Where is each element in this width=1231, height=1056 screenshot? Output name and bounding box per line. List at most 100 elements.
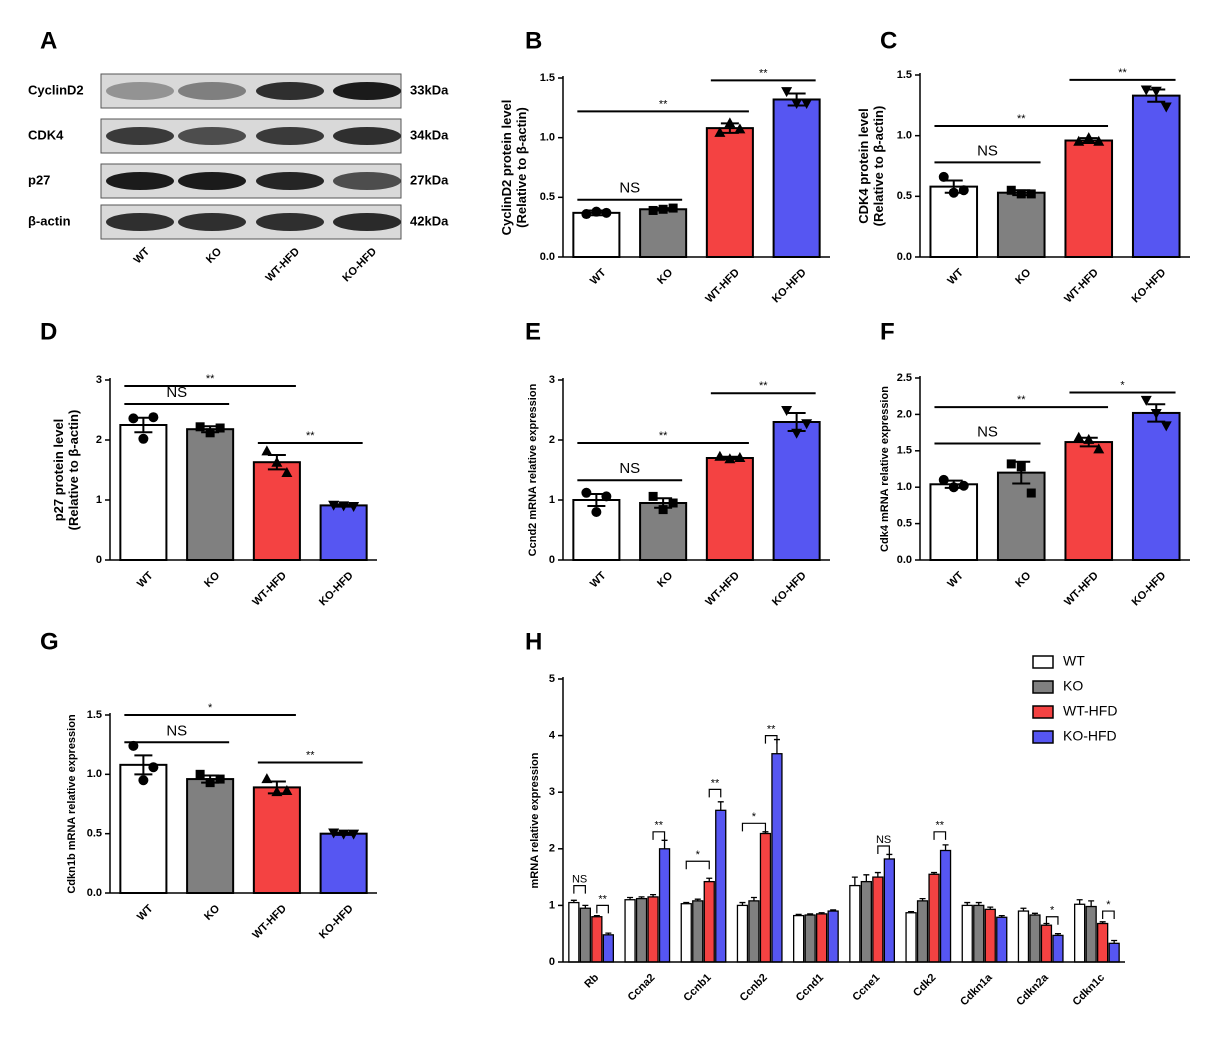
significance-bracket [685,860,710,870]
data-point [734,452,746,462]
error-bar [762,831,769,834]
error-bar [998,914,1005,918]
data-point [148,762,159,773]
bar [984,908,996,963]
bar [872,876,884,963]
data-point [215,423,225,433]
data-point [781,87,793,98]
y-tick-label: 1 [549,899,555,911]
panel-label: B [525,27,542,54]
bar [748,900,760,963]
data-point [338,501,350,512]
y-tick-label: 1.5 [897,69,912,81]
y-tick-label: 2 [96,434,102,446]
data-point [1093,443,1105,454]
x-tick-label: Ccna2 [626,972,658,1004]
bar [883,858,895,963]
y-axis-label: Cdk4 mRNA relative expression [879,386,891,552]
bar [1131,411,1181,561]
bar [579,907,591,963]
data-point [714,126,726,137]
y-tick-label: 0.5 [87,828,102,840]
data-point [138,775,149,786]
x-tick-label: Cdkn1a [958,971,995,1008]
x-tick-label: KO-HFD [1130,570,1169,609]
bar [568,901,580,963]
y-tick-label: 0.5 [897,518,912,530]
significance-label: NS [166,722,187,739]
significance-label: NS [977,142,998,159]
y-axis-label: (Relative to β-actin) [66,410,81,531]
x-tick-label: KO [655,266,675,286]
bar [929,185,979,258]
bar [186,778,235,895]
data-point [1026,189,1036,199]
error-bar [706,877,713,882]
significance-bracket [652,831,666,840]
bar [793,914,805,963]
data-point [328,500,340,511]
panel-label: G [40,628,59,655]
data-point [581,487,592,498]
error-bar [987,906,994,910]
x-tick-label: WT-HFD [703,267,742,306]
data-point [348,502,360,512]
data-point [1006,459,1016,469]
bar [572,211,621,258]
blot-size-label: 27kDa [410,172,449,187]
error-bar [638,896,645,899]
x-tick-label: KO [202,902,222,922]
error-bar [874,871,881,878]
y-tick-label: 0.0 [897,251,912,263]
significance-label: ** [206,373,215,385]
blot-band [178,213,246,231]
data-point [1016,189,1026,199]
x-tick-label: Cdkn1c [1070,972,1107,1009]
bar [929,483,979,561]
error-bar [1054,933,1061,936]
x-tick-label: KO-HFD [1130,267,1169,306]
data-point [668,498,678,508]
data-point [1160,102,1172,113]
blot-row-label: CDK4 [28,127,64,142]
bar [1052,934,1064,963]
bar [928,873,940,963]
bar [252,786,301,894]
significance-label: ** [759,380,768,392]
y-tick-label: 3 [96,374,102,386]
bar [860,880,872,963]
error-bar [134,754,153,776]
blot-band [106,127,174,145]
data-point [281,784,293,795]
data-point [938,171,949,182]
y-tick-label: 2 [549,843,555,855]
x-tick-label: KO [1013,266,1033,286]
data-point [128,413,139,424]
error-bar [717,801,724,811]
y-tick-label: 1 [96,494,102,506]
data-point [271,456,283,467]
blot-band [333,127,401,145]
y-tick-label: 3 [549,786,555,798]
y-axis-label: Ccnd2 mRNA relative expression [527,383,539,556]
significance-bracket [764,735,778,744]
x-tick-label: WT-HFD [250,570,289,609]
panel-label: D [40,318,57,345]
x-tick-label: Ccnb1 [681,972,713,1004]
bar [961,904,973,963]
y-tick-label: 1.0 [87,768,102,780]
bar [916,900,929,963]
x-tick-label: KO-HFD [770,267,809,306]
blot-band [333,213,401,231]
bar [252,461,301,562]
data-point [1006,185,1016,195]
x-tick-label: KO [202,569,222,589]
bar [639,208,688,258]
y-tick-label: 1.0 [897,481,912,493]
error-bar [1020,907,1027,912]
bar [996,191,1046,258]
data-point [958,480,969,491]
x-tick-label: KO [1013,569,1033,589]
legend-swatch [1032,655,1054,669]
legend-swatch [1032,705,1054,719]
